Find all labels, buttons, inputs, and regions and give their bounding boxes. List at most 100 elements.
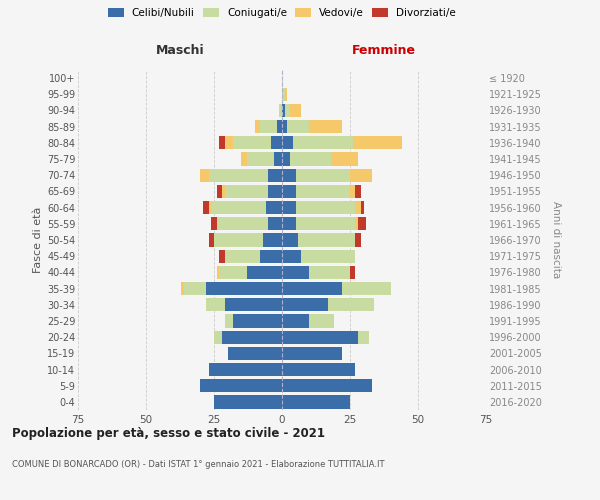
Bar <box>206 282 282 295</box>
Bar <box>217 217 268 230</box>
Bar <box>220 136 225 149</box>
Bar <box>206 298 225 312</box>
Bar <box>200 168 209 182</box>
Bar <box>282 185 296 198</box>
Bar <box>282 120 287 134</box>
Bar <box>209 234 214 246</box>
Bar <box>222 185 225 198</box>
Bar <box>220 250 225 263</box>
Bar <box>355 217 358 230</box>
Text: COMUNE DI BONARCADO (OR) - Dati ISTAT 1° gennaio 2021 - Elaborazione TUTTITALIA.: COMUNE DI BONARCADO (OR) - Dati ISTAT 1°… <box>12 460 385 469</box>
Bar <box>298 234 355 246</box>
Bar <box>227 346 282 360</box>
Bar <box>260 120 277 134</box>
Bar <box>209 201 211 214</box>
Bar <box>255 120 260 134</box>
Bar <box>203 201 209 214</box>
Bar <box>282 298 328 312</box>
Bar <box>355 201 361 214</box>
Bar <box>342 282 391 295</box>
Bar <box>214 396 282 408</box>
Bar <box>361 201 364 214</box>
Bar <box>266 201 282 214</box>
Legend: Celibi/Nubili, Coniugati/e, Vedovi/e, Divorziati/e: Celibi/Nubili, Coniugati/e, Vedovi/e, Di… <box>108 8 456 18</box>
Bar <box>282 282 342 295</box>
Bar <box>328 298 374 312</box>
Bar <box>217 266 220 279</box>
Bar <box>282 363 355 376</box>
Bar <box>282 379 372 392</box>
Bar <box>200 379 282 392</box>
Bar <box>247 266 282 279</box>
Bar <box>358 217 367 230</box>
Bar <box>290 152 331 166</box>
Bar <box>287 120 309 134</box>
Bar <box>290 104 301 117</box>
Bar <box>301 250 355 263</box>
Bar <box>282 250 301 263</box>
Bar <box>282 104 285 117</box>
Bar <box>309 120 342 134</box>
Bar <box>282 136 293 149</box>
Text: Popolazione per età, sesso e stato civile - 2021: Popolazione per età, sesso e stato civil… <box>12 428 325 440</box>
Bar <box>274 152 282 166</box>
Bar <box>350 185 355 198</box>
Bar <box>268 217 282 230</box>
Bar <box>285 104 290 117</box>
Bar <box>211 201 266 214</box>
Bar <box>282 201 296 214</box>
Bar <box>296 185 350 198</box>
Bar <box>184 282 206 295</box>
Bar <box>293 136 353 149</box>
Bar <box>209 363 282 376</box>
Bar <box>225 136 233 149</box>
Bar <box>211 217 217 230</box>
Bar <box>225 298 282 312</box>
Bar <box>263 234 282 246</box>
Bar <box>282 152 290 166</box>
Bar <box>296 217 355 230</box>
Y-axis label: Anni di nascita: Anni di nascita <box>551 202 561 278</box>
Bar <box>247 152 274 166</box>
Bar <box>214 234 263 246</box>
Bar <box>233 314 282 328</box>
Bar <box>268 185 282 198</box>
Bar <box>282 396 350 408</box>
Bar <box>282 314 309 328</box>
Bar <box>225 185 268 198</box>
Bar <box>279 104 282 117</box>
Bar <box>233 136 271 149</box>
Bar <box>296 201 355 214</box>
Bar <box>209 168 268 182</box>
Bar <box>296 168 350 182</box>
Bar <box>282 88 285 101</box>
Bar <box>277 120 282 134</box>
Bar <box>268 168 282 182</box>
Bar <box>285 88 287 101</box>
Bar <box>181 282 184 295</box>
Bar <box>282 234 298 246</box>
Bar <box>353 136 401 149</box>
Bar <box>309 314 334 328</box>
Bar <box>282 168 296 182</box>
Bar <box>309 266 350 279</box>
Text: Femmine: Femmine <box>352 44 416 58</box>
Bar <box>358 330 369 344</box>
Bar <box>350 266 355 279</box>
Bar <box>282 266 309 279</box>
Bar <box>355 234 361 246</box>
Bar <box>282 346 342 360</box>
Bar <box>222 330 282 344</box>
Bar <box>220 266 247 279</box>
Bar <box>225 314 233 328</box>
Bar <box>355 185 361 198</box>
Bar <box>282 217 296 230</box>
Bar <box>260 250 282 263</box>
Text: Maschi: Maschi <box>155 44 205 58</box>
Bar <box>271 136 282 149</box>
Bar <box>214 330 222 344</box>
Bar <box>241 152 247 166</box>
Y-axis label: Fasce di età: Fasce di età <box>32 207 43 273</box>
Bar <box>217 185 222 198</box>
Bar <box>331 152 358 166</box>
